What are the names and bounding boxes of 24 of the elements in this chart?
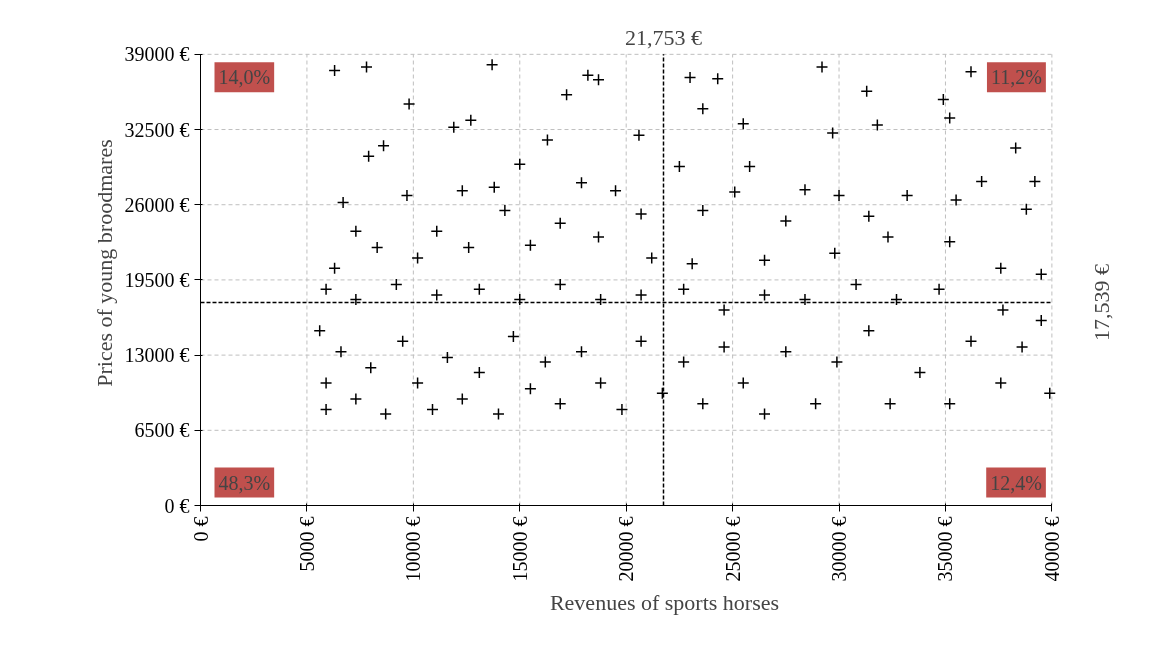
x-tick-label: 0 € (189, 516, 212, 542)
x-tick-label: 25000 € (721, 516, 744, 582)
x-axis-title: Revenues of sports horses (549, 589, 780, 615)
x-tick-label: 15000 € (508, 516, 531, 582)
x-tick-label: 30000 € (828, 516, 851, 582)
x-tick-label: 35000 € (934, 516, 957, 582)
x-tick-label: 10000 € (402, 516, 425, 582)
x-tick-label: 40000 € (1040, 516, 1063, 582)
y-tick-label: 6500 € (134, 419, 190, 442)
x-tick-label: 5000 € (295, 516, 318, 572)
annotation: 11,2% (990, 66, 1042, 89)
annotation: 14,0% (218, 66, 271, 89)
y-tick-label: 32500 € (124, 118, 190, 141)
x-tick-label: 20000 € (615, 516, 638, 582)
y-tick-label: 26000 € (124, 193, 190, 216)
y-axis-title: Prices of young broodmares (91, 139, 117, 387)
ref-line-label: 17,539 € (1089, 264, 1115, 342)
ref-line-label: 21,753 € (625, 25, 702, 51)
annotation: 12,4% (990, 471, 1042, 494)
y-tick-label: 39000 € (124, 43, 190, 66)
annotation: 48,3% (218, 471, 271, 494)
y-tick-label: 0 € (164, 494, 190, 517)
y-tick-label: 19500 € (124, 268, 190, 291)
y-tick-label: 13000 € (124, 344, 190, 367)
